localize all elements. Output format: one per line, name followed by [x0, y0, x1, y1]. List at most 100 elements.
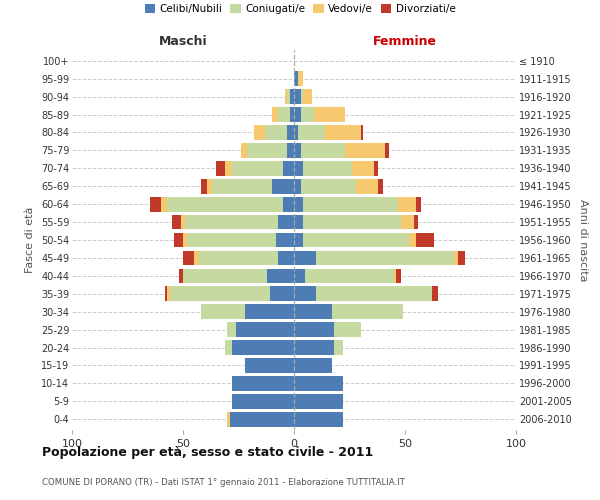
Bar: [379, 179, 383, 194]
Bar: [183, 268, 268, 283]
Bar: [301, 143, 345, 158]
Bar: [294, 322, 334, 337]
Bar: [290, 90, 294, 104]
Bar: [245, 358, 294, 373]
Bar: [232, 376, 294, 390]
Y-axis label: Anni di nascita: Anni di nascita: [578, 198, 589, 281]
Bar: [416, 232, 434, 248]
Bar: [185, 214, 278, 230]
Bar: [294, 304, 332, 319]
Bar: [278, 250, 294, 266]
Bar: [301, 179, 356, 194]
Bar: [294, 376, 343, 390]
Legend: Celibi/Nubili, Coniugati/e, Vedovi/e, Divorziati/e: Celibi/Nubili, Coniugati/e, Vedovi/e, Di…: [140, 0, 460, 18]
Bar: [305, 268, 394, 283]
Bar: [294, 286, 316, 301]
Bar: [303, 161, 352, 176]
Bar: [361, 125, 363, 140]
Bar: [409, 232, 416, 248]
Bar: [225, 340, 232, 355]
Bar: [303, 232, 409, 248]
Bar: [287, 143, 294, 158]
Bar: [334, 340, 343, 355]
Bar: [167, 197, 283, 212]
Text: COMUNE DI PORANO (TR) - Dati ISTAT 1° gennaio 2011 - Elaborazione TUTTITALIA.IT: COMUNE DI PORANO (TR) - Dati ISTAT 1° ge…: [42, 478, 405, 487]
Bar: [268, 268, 294, 283]
Bar: [227, 322, 236, 337]
Bar: [187, 232, 276, 248]
Bar: [232, 394, 294, 408]
Bar: [303, 197, 398, 212]
Bar: [287, 125, 294, 140]
Bar: [269, 286, 294, 301]
Bar: [265, 125, 287, 140]
Bar: [414, 214, 418, 230]
Bar: [272, 107, 278, 122]
Bar: [194, 250, 199, 266]
Bar: [294, 394, 343, 408]
Bar: [225, 161, 232, 176]
Bar: [303, 90, 312, 104]
Bar: [394, 268, 396, 283]
Bar: [458, 250, 465, 266]
Bar: [303, 214, 401, 230]
Bar: [294, 179, 301, 194]
Bar: [294, 125, 298, 140]
Bar: [431, 286, 438, 301]
Bar: [314, 107, 345, 122]
Bar: [294, 358, 332, 373]
Bar: [161, 197, 167, 212]
Bar: [294, 214, 303, 230]
Bar: [294, 340, 334, 355]
Bar: [416, 197, 421, 212]
Bar: [301, 107, 314, 122]
Bar: [201, 304, 245, 319]
Bar: [179, 268, 183, 283]
Bar: [294, 72, 298, 86]
Bar: [325, 125, 361, 140]
Bar: [272, 179, 294, 194]
Bar: [316, 250, 454, 266]
Bar: [181, 214, 185, 230]
Bar: [294, 90, 301, 104]
Bar: [183, 232, 187, 248]
Bar: [217, 161, 225, 176]
Bar: [208, 179, 212, 194]
Bar: [278, 214, 294, 230]
Bar: [245, 304, 294, 319]
Bar: [236, 322, 294, 337]
Bar: [294, 232, 303, 248]
Bar: [174, 232, 183, 248]
Bar: [294, 197, 303, 212]
Y-axis label: Fasce di età: Fasce di età: [25, 207, 35, 273]
Text: Femmine: Femmine: [373, 35, 437, 48]
Bar: [332, 304, 403, 319]
Bar: [201, 179, 208, 194]
Bar: [276, 232, 294, 248]
Bar: [396, 268, 401, 283]
Bar: [294, 268, 305, 283]
Bar: [283, 161, 294, 176]
Bar: [301, 90, 303, 104]
Bar: [294, 250, 316, 266]
Text: Popolazione per età, sesso e stato civile - 2011: Popolazione per età, sesso e stato civil…: [42, 446, 373, 459]
Bar: [247, 143, 287, 158]
Text: Maschi: Maschi: [158, 35, 208, 48]
Bar: [227, 412, 230, 426]
Bar: [199, 250, 278, 266]
Bar: [345, 143, 385, 158]
Bar: [385, 143, 389, 158]
Bar: [298, 125, 325, 140]
Bar: [398, 197, 416, 212]
Bar: [150, 197, 161, 212]
Bar: [170, 286, 269, 301]
Bar: [212, 179, 272, 194]
Bar: [316, 286, 431, 301]
Bar: [172, 214, 181, 230]
Bar: [294, 412, 343, 426]
Bar: [167, 286, 170, 301]
Bar: [401, 214, 414, 230]
Bar: [183, 250, 194, 266]
Bar: [232, 161, 283, 176]
Bar: [165, 286, 167, 301]
